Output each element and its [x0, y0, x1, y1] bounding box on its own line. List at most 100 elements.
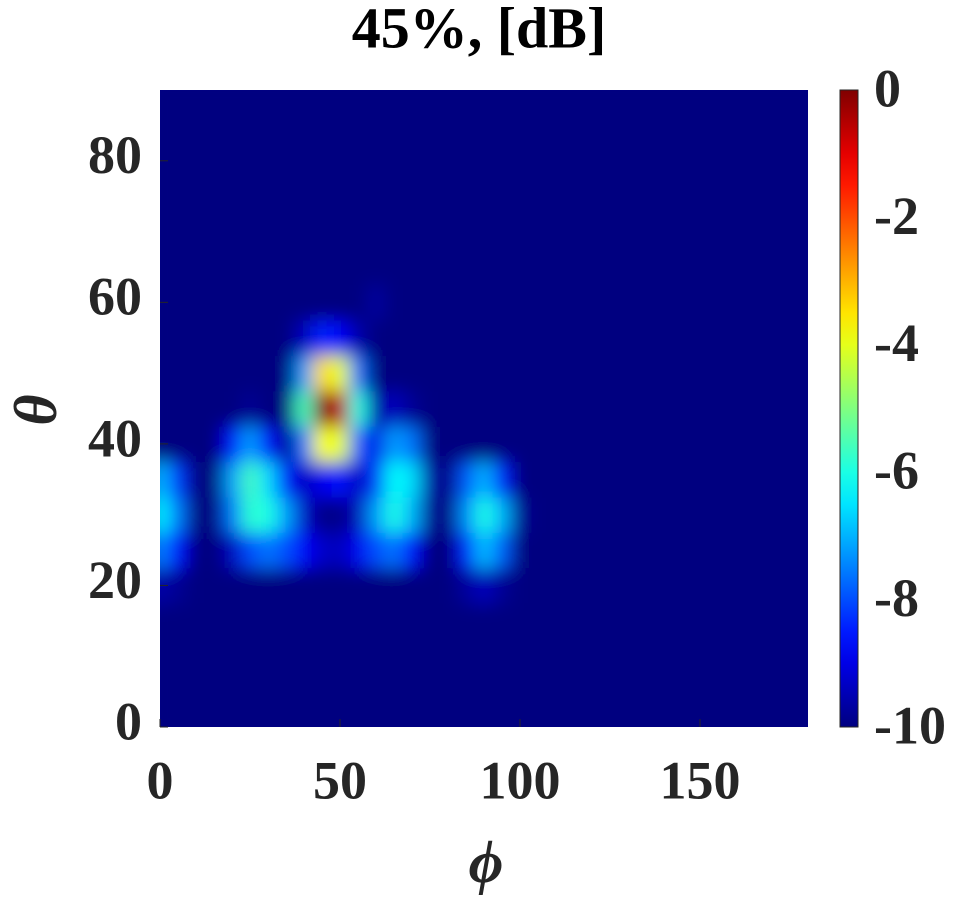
heatmap-cell [691, 603, 710, 640]
heatmap-cell [187, 461, 206, 498]
heatmap-cell [673, 461, 692, 498]
heatmap-cell [709, 390, 728, 427]
heatmap-cell [385, 532, 404, 569]
heatmap-cell [511, 355, 530, 392]
heatmap-cell [565, 532, 584, 569]
heatmap-cell [529, 355, 548, 392]
heatmap-cell [313, 673, 332, 710]
heatmap-cell [763, 390, 782, 427]
heatmap-cell [223, 461, 242, 498]
heatmap-cell [565, 461, 584, 498]
heatmap-cell [385, 390, 404, 427]
heatmap-cell [349, 603, 368, 640]
heatmap-cell [187, 638, 206, 675]
colorbar-tick-label: 0 [874, 58, 901, 118]
heatmap-cell [691, 320, 710, 356]
heatmap-cell [583, 284, 602, 321]
heatmap-cell [349, 143, 368, 179]
heatmap-cell [493, 603, 512, 640]
heatmap-cell [313, 638, 332, 675]
heatmap-cell [367, 143, 386, 179]
heatmap-cell [457, 143, 476, 179]
heatmap-cell [403, 461, 422, 498]
heatmap-cell [421, 320, 440, 356]
heatmap-cell [421, 178, 440, 215]
heatmap-cell [457, 567, 476, 604]
heatmap-cell [385, 567, 404, 604]
heatmap-cell [637, 390, 656, 427]
heatmap-cell [277, 638, 296, 675]
heatmap-cell [511, 284, 530, 321]
heatmap-cell [295, 284, 314, 321]
heatmap-cell [223, 213, 242, 250]
heatmap-cell [745, 709, 764, 727]
heatmap-cell [745, 143, 764, 179]
heatmap-cell [601, 90, 620, 109]
heatmap-cell [691, 532, 710, 569]
heatmap-cell [439, 496, 458, 533]
heatmap-cell [781, 496, 800, 533]
heatmap-cell [475, 567, 494, 604]
heatmap-cell [277, 603, 296, 640]
heatmap-cell [583, 496, 602, 533]
heatmap-cell [601, 249, 620, 286]
heatmap-cell [565, 603, 584, 640]
heatmap-cell [565, 213, 584, 250]
heatmap-cell [763, 603, 782, 640]
colorbar [839, 89, 859, 728]
heatmap-cell [781, 178, 800, 215]
heatmap-cell [259, 567, 278, 604]
heatmap-cell [169, 673, 188, 710]
heatmap-cell [655, 638, 674, 675]
heatmap-cell [223, 320, 242, 356]
heatmap-cell [187, 249, 206, 286]
heatmap-cell [799, 107, 808, 144]
heatmap-cell [565, 178, 584, 215]
heatmap-cell [745, 567, 764, 604]
heatmap-cell [475, 532, 494, 569]
heatmap-cell [655, 673, 674, 710]
heatmap-cell [691, 355, 710, 392]
heatmap-cell [601, 284, 620, 321]
heatmap-cell [439, 461, 458, 498]
heatmap-cell [565, 638, 584, 675]
heatmap-cell [601, 213, 620, 250]
heatmap-cell [583, 90, 602, 109]
heatmap-cell [385, 143, 404, 179]
heatmap-cell [385, 355, 404, 392]
heatmap-cell [565, 320, 584, 356]
heatmap-cell [493, 355, 512, 392]
heatmap-cell [691, 249, 710, 286]
heatmap-cell [205, 532, 224, 569]
heatmap-cell [529, 390, 548, 427]
heatmap-cell [403, 213, 422, 250]
heatmap-cell [223, 178, 242, 215]
heatmap-cell [655, 532, 674, 569]
heatmap-cell [655, 320, 674, 356]
heatmap-cell [727, 107, 746, 144]
heatmap-cell [259, 426, 278, 463]
heatmap-cell [727, 355, 746, 392]
heatmap-cell [691, 673, 710, 710]
heatmap-cell [619, 638, 638, 675]
heatmap-cell [565, 496, 584, 533]
heatmap-cell [313, 143, 332, 179]
heatmap-cell [601, 709, 620, 727]
heatmap-cell [187, 426, 206, 463]
heatmap-cell [493, 213, 512, 250]
heatmap-cell [763, 638, 782, 675]
heatmap-cell [295, 461, 314, 498]
heatmap-cell [241, 532, 260, 569]
heatmap-cell [619, 426, 638, 463]
heatmap-cell [439, 673, 458, 710]
heatmap-cell [673, 532, 692, 569]
heatmap-cell [673, 320, 692, 356]
heatmap-cell [385, 178, 404, 215]
heatmap-cell [529, 461, 548, 498]
heatmap-cell [781, 143, 800, 179]
heatmap-cell [763, 90, 782, 109]
heatmap-cell [709, 461, 728, 498]
heatmap-cell [403, 143, 422, 179]
heatmap-cell [421, 496, 440, 533]
heatmap-cell [619, 603, 638, 640]
